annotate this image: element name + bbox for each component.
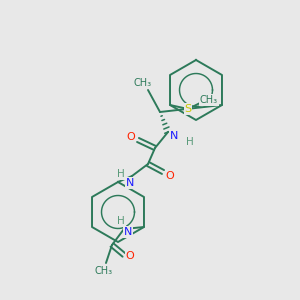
Text: H: H <box>186 137 194 147</box>
Text: H: H <box>117 169 125 179</box>
Text: H: H <box>117 216 125 226</box>
Text: CH₃: CH₃ <box>134 78 152 88</box>
Text: N: N <box>126 178 134 188</box>
Text: O: O <box>126 251 134 261</box>
Text: O: O <box>127 132 135 142</box>
Text: CH₃: CH₃ <box>200 95 218 105</box>
Text: O: O <box>166 171 174 181</box>
Text: CH₃: CH₃ <box>95 266 113 276</box>
Text: N: N <box>124 227 132 237</box>
Text: S: S <box>184 104 192 114</box>
Text: N: N <box>170 131 178 141</box>
